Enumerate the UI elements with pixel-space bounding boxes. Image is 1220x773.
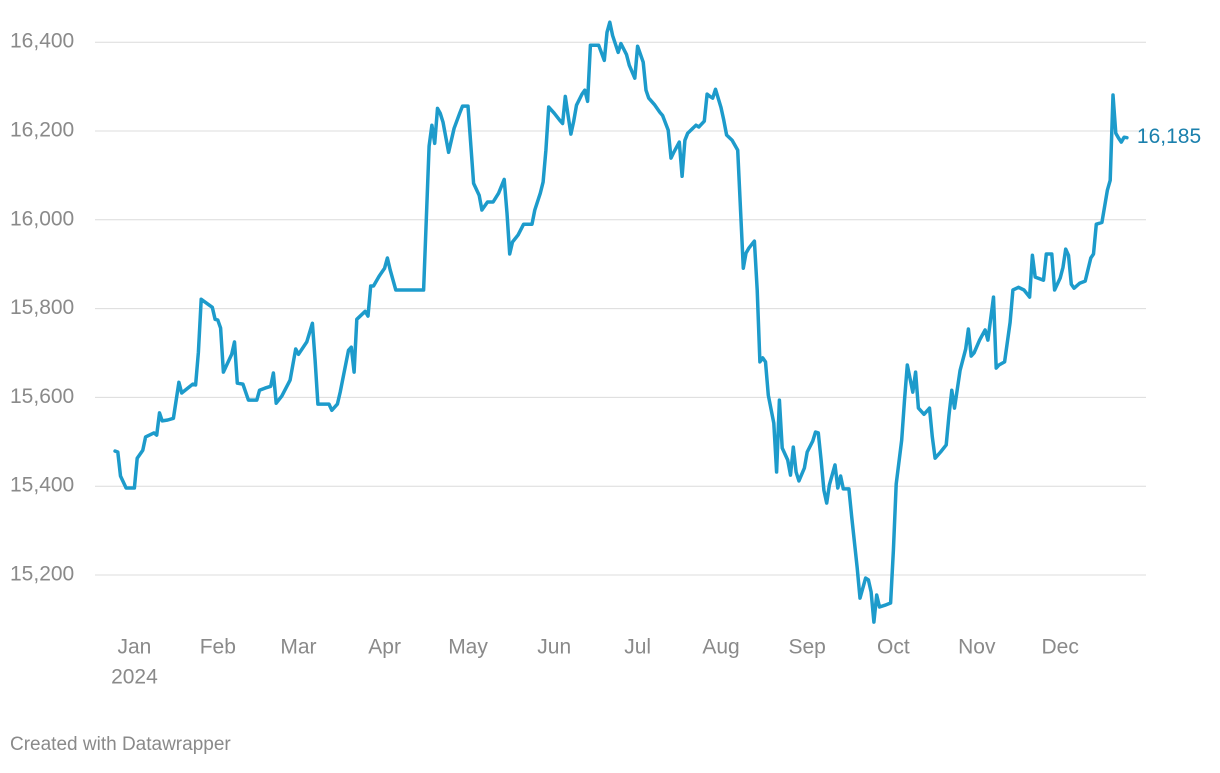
x-tick-label: Jun <box>537 636 571 659</box>
end-value-label: 16,185 <box>1137 125 1201 148</box>
x-tick-label: Jul <box>624 636 651 659</box>
x-tick-label: Apr <box>368 636 401 659</box>
x-tick-label: Feb <box>200 636 236 659</box>
x-tick-label: Nov <box>958 636 996 659</box>
line <box>113 20 1129 624</box>
x-tick-label: Oct <box>877 636 910 659</box>
x-tick-label: Jan <box>118 636 152 659</box>
y-tick-label: 15,800 <box>10 296 74 319</box>
y-tick-label: 15,400 <box>10 474 74 497</box>
credit: Created with Datawrapper <box>10 734 231 755</box>
y-tick-label: 16,000 <box>10 207 74 230</box>
x-tick-label: Mar <box>280 636 316 659</box>
x-tick-label: Aug <box>702 636 739 659</box>
x-tick-label: Sep <box>789 636 826 659</box>
y-tick-label: 16,200 <box>10 119 74 142</box>
y-tick-label: 15,600 <box>10 385 74 408</box>
y-tick-label: 16,400 <box>10 30 74 53</box>
x-year-label: 2024 <box>111 666 158 689</box>
x-tick-label: May <box>448 636 488 659</box>
x-tick-label: Dec <box>1042 636 1079 659</box>
y-tick-label: 15,200 <box>10 563 74 586</box>
